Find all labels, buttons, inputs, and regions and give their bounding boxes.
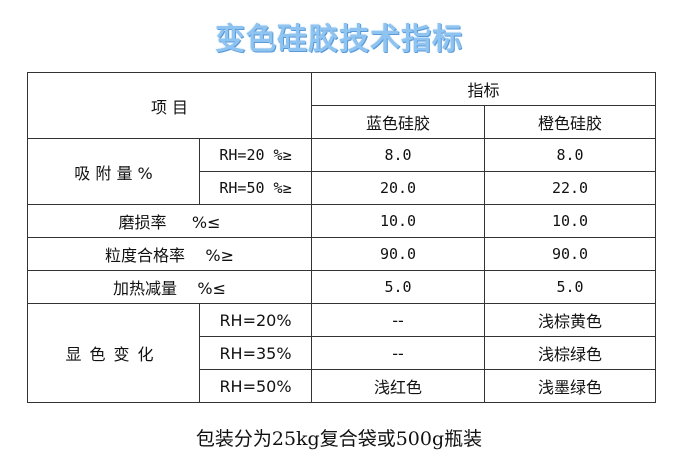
- blue-value: 8.0: [311, 138, 485, 172]
- table-row: 磨损率 %≤ 10.0 10.0: [27, 204, 656, 238]
- table-row: RH=50% 浅红色 浅墨绿色: [28, 369, 656, 403]
- header-row: 项 目 指标: [27, 72, 656, 139]
- row-label: 磨损率 %≤: [27, 204, 312, 238]
- blue-value: --: [311, 303, 485, 337]
- blue-value: 浅红色: [311, 369, 485, 403]
- header-blue: 蓝色硅胶: [311, 105, 485, 139]
- blue-value: 20.0: [311, 171, 485, 205]
- orange-value: 90.0: [484, 237, 656, 271]
- orange-value: 浅棕绿色: [484, 336, 656, 370]
- orange-value: 22.0: [484, 171, 656, 205]
- blue-value: 90.0: [311, 237, 485, 271]
- color-change-label: 显色变化: [27, 303, 200, 403]
- table-row: 吸 附 量 % RH=20 %≥ 8.0 8.0: [27, 138, 656, 205]
- orange-value: 浅棕黄色: [484, 303, 656, 337]
- table-row: 显色变化 RH=20% -- 浅棕黄色: [27, 303, 656, 403]
- row-label: 粒度合格率 %≥: [27, 237, 312, 271]
- table-row: 粒度合格率 %≥ 90.0 90.0: [27, 237, 656, 271]
- orange-value: 8.0: [484, 138, 656, 172]
- header-orange: 橙色硅胶: [484, 105, 656, 139]
- blue-value: 10.0: [311, 204, 485, 238]
- header-row: 蓝色硅胶 橙色硅胶: [28, 105, 656, 139]
- packaging-note: 包装分为25kg复合袋或500g瓶装: [195, 428, 483, 450]
- spec-table: 项 目 指标 蓝色硅胶 橙色硅胶 吸 附 量 % RH=20 %≥ 8.0 8.…: [27, 72, 656, 403]
- header-item: 项 目: [27, 72, 312, 139]
- table-row: RH=50 %≥ 20.0 22.0: [28, 171, 656, 205]
- condition: RH=50 %≥: [199, 171, 312, 205]
- table-row: 加热减量 %≤ 5.0 5.0: [27, 270, 656, 304]
- row-label: 加热减量 %≤: [27, 270, 312, 304]
- condition: RH=50%: [199, 369, 312, 403]
- page-title: 变色硅胶技术指标: [215, 22, 463, 57]
- table-row: RH=35% -- 浅棕绿色: [28, 336, 656, 370]
- header-indicator: 指标: [311, 72, 656, 106]
- orange-value: 5.0: [484, 270, 656, 304]
- orange-value: 浅墨绿色: [484, 369, 656, 403]
- condition: RH=35%: [199, 336, 312, 370]
- condition: RH=20 %≥: [199, 138, 312, 172]
- condition: RH=20%: [199, 303, 312, 337]
- adsorption-label: 吸 附 量 %: [27, 138, 200, 205]
- blue-value: --: [311, 336, 485, 370]
- blue-value: 5.0: [311, 270, 485, 304]
- orange-value: 10.0: [484, 204, 656, 238]
